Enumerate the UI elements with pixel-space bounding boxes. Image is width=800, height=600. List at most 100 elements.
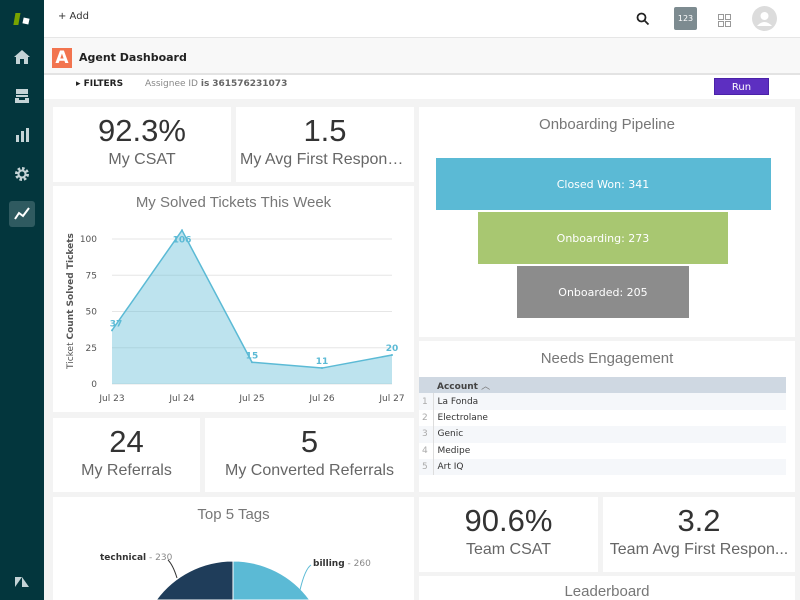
- filter-value: 361576231073: [212, 79, 288, 89]
- pie-label-billing: billing - 260: [313, 559, 371, 569]
- stage-label: Onboarded: [558, 285, 620, 299]
- data-label: 20: [386, 344, 399, 354]
- data-point: [111, 329, 113, 332]
- account-cell: La Fonda: [433, 393, 786, 410]
- my-avg-first-response-card: 1.5 My Avg First Response ...: [236, 107, 414, 182]
- kpi-value: 5: [300, 424, 319, 459]
- run-button[interactable]: Run: [714, 78, 769, 95]
- team-avg-first-response-card: 3.2 Team Avg First Respon...: [603, 497, 795, 572]
- leader-line: [299, 564, 312, 591]
- y-tick-label: 25: [86, 344, 97, 354]
- account-cell: Medipe: [437, 445, 471, 456]
- user-avatar[interactable]: [752, 6, 777, 31]
- y-axis-label-prefix: Ticket: [66, 342, 76, 370]
- y-tick-label: 100: [80, 235, 97, 245]
- apps-grid-icon[interactable]: [718, 12, 731, 31]
- x-tick-label: Jul 23: [98, 394, 124, 404]
- views-icon[interactable]: [9, 83, 35, 109]
- stage-value: 205: [626, 285, 648, 299]
- funnel-stage[interactable]: Onboarded: 205: [516, 266, 690, 318]
- kpi-value: 1.5: [303, 113, 347, 148]
- funnel-stage[interactable]: Onboarding: 273: [477, 212, 729, 264]
- account-cell: Genic: [433, 426, 786, 443]
- settings-gear-icon[interactable]: [9, 161, 35, 187]
- kpi-value: 90.6%: [464, 503, 553, 538]
- team-csat-card: 90.6% Team CSAT: [419, 497, 598, 572]
- search-icon[interactable]: [636, 11, 650, 30]
- y-axis-label-main: Count Solved Tickets: [66, 233, 76, 339]
- x-tick-label: Jul 25: [238, 394, 264, 404]
- data-point: [321, 367, 323, 370]
- my-converted-referrals-card: 5 My Converted Referrals: [205, 418, 414, 492]
- column-header-account[interactable]: Account ︿: [433, 377, 786, 394]
- data-label: 106: [173, 235, 192, 245]
- kpi-value: 24: [109, 424, 144, 459]
- my-csat-card: 92.3% My CSAT: [53, 107, 231, 182]
- stage-value: 273: [628, 231, 650, 245]
- accounts-table: Account ︿ 1 La Fonda 2 Electrolane 3 Genic 4 Me…: [419, 377, 786, 476]
- kpi-label: My Avg First Response ...: [240, 151, 410, 168]
- product-tray-badge[interactable]: 123: [674, 7, 697, 30]
- filter-condition[interactable]: Assignee ID is 361576231073: [145, 79, 287, 89]
- chart-title: Top 5 Tags: [197, 506, 270, 523]
- page-title: Agent Dashboard: [79, 51, 187, 64]
- kpi-label: Team CSAT: [465, 541, 552, 558]
- account-cell: Electrolane: [437, 412, 488, 423]
- kpi-label: My Converted Referrals: [225, 462, 394, 479]
- dashboard-logo: A: [52, 48, 72, 68]
- row-number: 2: [419, 409, 434, 427]
- kpi-label: Team Avg First Respon...: [609, 541, 789, 558]
- row-number: 4: [419, 442, 434, 459]
- row-number: 5: [419, 458, 434, 476]
- table-row[interactable]: 3 Genic: [419, 426, 786, 443]
- y-tick-label: 50: [86, 308, 98, 318]
- kpi-value: 3.2: [677, 503, 721, 538]
- pie-slice-technical: [155, 560, 234, 600]
- kpi-label: My CSAT: [108, 151, 176, 168]
- reporting-icon[interactable]: [9, 122, 35, 148]
- top-tags-pie: billing - 260 technical - 230: [100, 553, 371, 600]
- filter-field: Assignee ID: [145, 79, 198, 89]
- filters-label: FILTERS: [83, 79, 124, 89]
- table-title: Needs Engagement: [540, 350, 674, 367]
- table-row[interactable]: 2 Electrolane: [419, 409, 786, 427]
- stage-value: 341: [628, 177, 650, 191]
- explore-icon[interactable]: [9, 201, 35, 227]
- table-row[interactable]: 1 La Fonda: [419, 393, 786, 410]
- y-tick-label: 0: [91, 380, 97, 390]
- row-number: 3: [419, 426, 434, 443]
- data-point: [251, 361, 253, 364]
- y-axis-label: Ticket Count Solved Tickets: [66, 233, 76, 370]
- kpi-value: 92.3%: [98, 113, 186, 148]
- needs-engagement-card: Needs Engagement Account ︿ 1 La Fonda 2 Ele…: [419, 341, 795, 492]
- x-tick-label: Jul 26: [308, 394, 334, 404]
- my-referrals-card: 24 My Referrals: [53, 418, 200, 492]
- kpi-label: My Referrals: [81, 462, 172, 479]
- data-label: 15: [246, 351, 259, 361]
- leaderboard-card: Leaderboard: [419, 576, 795, 600]
- zendesk-z-icon[interactable]: [9, 569, 35, 595]
- home-icon[interactable]: [9, 44, 35, 70]
- x-tick-label: Jul 24: [168, 394, 194, 404]
- solved-tickets-card: My Solved Tickets This Week Ticket Count…: [53, 186, 414, 412]
- account-cell: Art IQ: [433, 458, 786, 476]
- onboarding-pipeline-card: Onboarding Pipeline Closed Won: 341 Onboa…: [419, 107, 795, 337]
- table-row[interactable]: 5 Art IQ: [419, 458, 786, 476]
- dashboard-header: A Agent Dashboard: [44, 38, 800, 75]
- add-button[interactable]: + Add: [58, 11, 89, 22]
- area-fill: [112, 230, 392, 384]
- data-point: [391, 354, 393, 356]
- chart-title: My Solved Tickets This Week: [135, 194, 332, 211]
- funnel-stage[interactable]: Closed Won: 341: [435, 158, 771, 210]
- filter-operator: is: [200, 79, 210, 89]
- sort-ascending-icon: ︿: [481, 381, 491, 392]
- y-tick-label: 75: [86, 271, 97, 281]
- table-row[interactable]: 4 Medipe: [419, 442, 786, 459]
- top-bar: + Add 123: [44, 0, 800, 38]
- data-label: 37: [110, 319, 123, 329]
- x-tick-label: Jul 27: [378, 394, 404, 404]
- stage-label: Onboarding: [556, 231, 622, 245]
- pie-label-technical: technical - 230: [100, 553, 173, 563]
- filters-toggle[interactable]: ▸ FILTERS: [76, 79, 124, 89]
- zendesk-logo-icon[interactable]: [9, 6, 35, 32]
